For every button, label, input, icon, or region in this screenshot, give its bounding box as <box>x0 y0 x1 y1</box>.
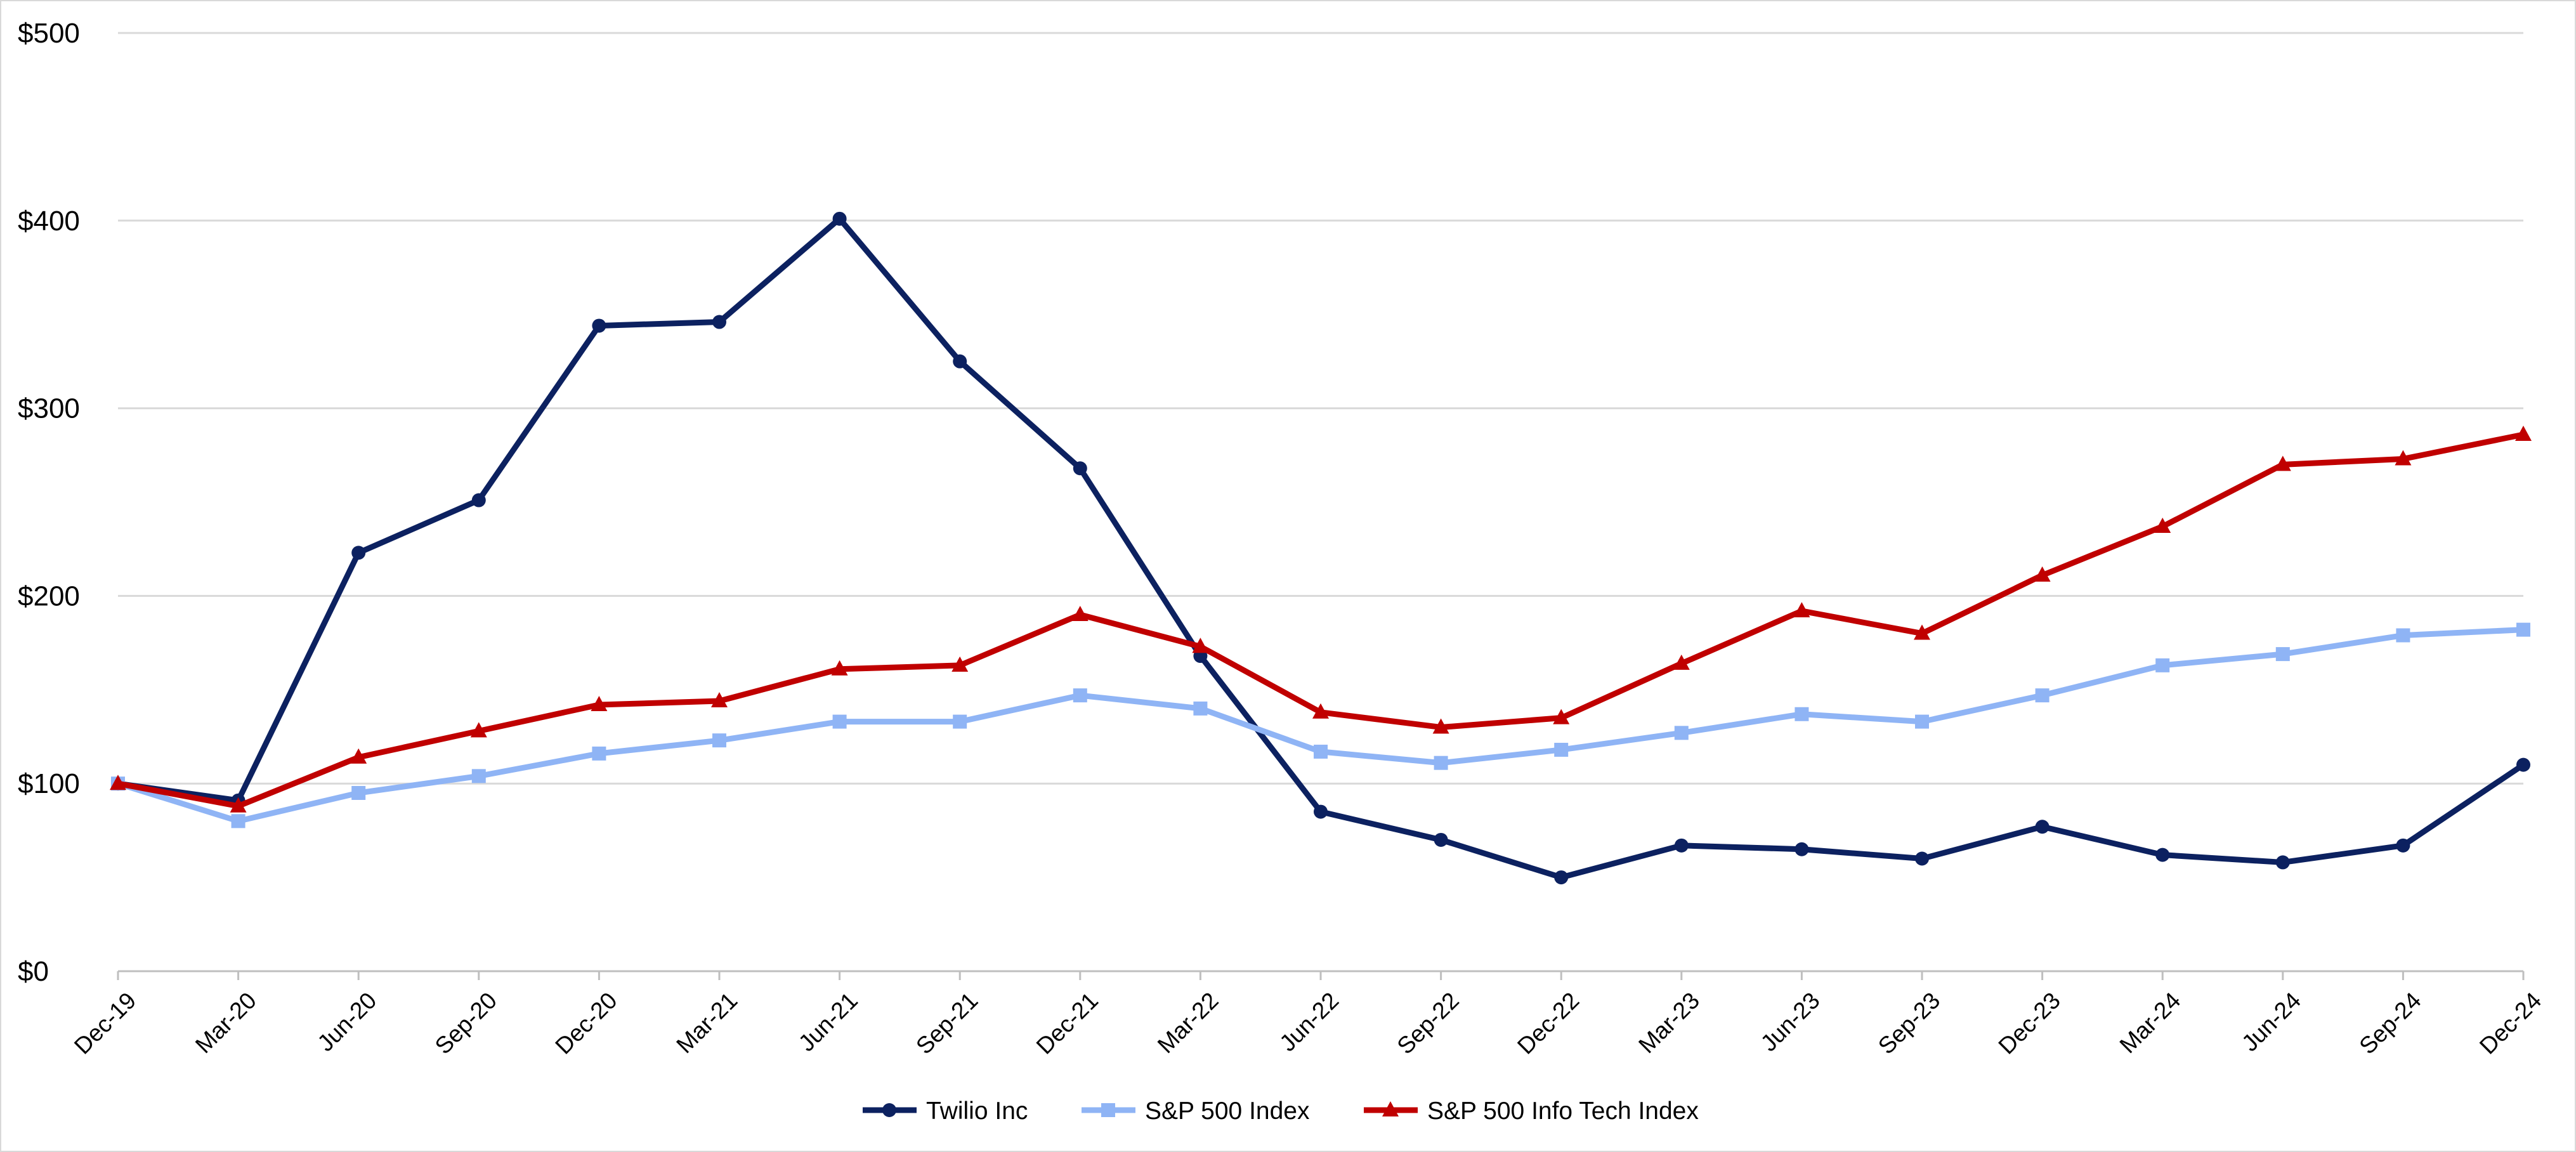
data-point <box>1674 726 1689 740</box>
y-tick-label: $100 <box>18 768 80 799</box>
data-point <box>1434 756 1448 770</box>
data-point <box>2396 628 2410 643</box>
data-point <box>953 354 967 369</box>
data-point <box>1673 654 1690 670</box>
data-point <box>351 785 366 800</box>
data-point <box>1314 744 1328 759</box>
data-point <box>1793 602 1810 618</box>
data-point <box>2154 517 2171 533</box>
legend-item: Twilio Inc <box>863 1097 1028 1125</box>
data-point <box>350 748 367 764</box>
data-point <box>2516 757 2530 772</box>
data-point <box>1553 709 1570 724</box>
data-point <box>1071 605 1089 621</box>
data-point <box>712 733 726 748</box>
data-point <box>2034 566 2051 582</box>
legend-item: S&P 500 Info Tech Index <box>1364 1097 1699 1125</box>
data-point <box>2516 622 2530 637</box>
data-point <box>2396 838 2410 853</box>
data-point <box>2274 455 2291 471</box>
data-point <box>2515 426 2532 442</box>
y-tick-label: $300 <box>18 393 80 424</box>
data-point <box>2275 647 2290 662</box>
data-point <box>1914 624 1930 640</box>
data-point <box>1554 742 1569 757</box>
data-point <box>110 775 126 790</box>
legend-marker <box>1382 1101 1399 1116</box>
data-point <box>1193 701 1208 716</box>
series-twilio-inc <box>111 211 2530 885</box>
y-tick-label: $200 <box>18 580 80 612</box>
data-point <box>712 315 726 329</box>
data-point <box>592 746 606 761</box>
data-point <box>2035 820 2050 834</box>
data-point <box>832 211 847 226</box>
legend-label: S&P 500 Index <box>1145 1097 1310 1125</box>
legend-label: S&P 500 Info Tech Index <box>1427 1097 1699 1125</box>
y-tick-label: $500 <box>18 18 80 49</box>
data-point <box>592 318 606 333</box>
legend-marker <box>882 1103 896 1117</box>
series-s-p-500-index <box>111 622 2530 828</box>
data-point <box>591 695 608 711</box>
data-point <box>2395 450 2412 466</box>
data-point <box>711 692 728 708</box>
data-point <box>1915 851 1929 866</box>
data-point <box>1795 842 1809 856</box>
data-point <box>2275 855 2290 870</box>
data-point <box>1554 870 1569 885</box>
legend-item: S&P 500 Index <box>1082 1097 1310 1125</box>
data-point <box>1312 703 1329 719</box>
data-point <box>470 722 487 738</box>
data-point <box>2035 688 2050 703</box>
y-tick-label: $0 <box>18 956 49 987</box>
data-point <box>1192 638 1209 653</box>
legend-label: Twilio Inc <box>926 1097 1028 1125</box>
data-point <box>1314 804 1328 819</box>
data-point <box>1795 707 1809 721</box>
y-tick-label: $400 <box>18 206 80 237</box>
data-point <box>231 814 245 828</box>
data-point <box>471 493 486 507</box>
data-point <box>1434 832 1448 847</box>
legend-marker <box>1101 1103 1115 1117</box>
data-point <box>951 656 969 672</box>
data-point <box>1073 688 1087 703</box>
data-point <box>471 769 486 783</box>
data-point <box>1674 838 1689 853</box>
series-s-p-500-info-tech-index <box>110 426 2532 813</box>
data-point <box>831 660 848 676</box>
data-point <box>351 546 366 560</box>
data-point <box>953 714 967 729</box>
data-point <box>1915 714 1929 729</box>
data-point <box>1432 718 1449 734</box>
data-point <box>832 714 847 729</box>
data-point <box>2155 658 2170 672</box>
data-point <box>1073 461 1087 476</box>
data-point <box>2155 848 2170 862</box>
data-point <box>230 797 247 813</box>
